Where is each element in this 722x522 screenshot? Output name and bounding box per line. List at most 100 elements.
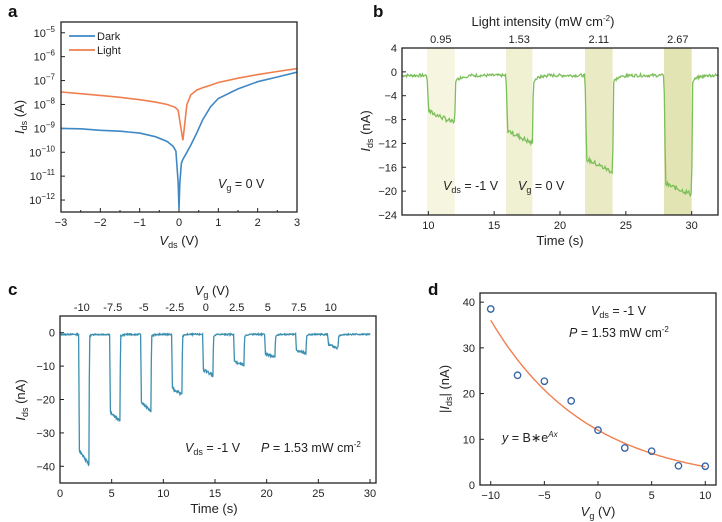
- data-point: [674, 461, 683, 470]
- x-tick-label: 3: [294, 217, 300, 229]
- x-tick-label: 10: [699, 490, 711, 502]
- legend-light-label: Light: [97, 45, 121, 57]
- panel-b-photoresponse-intensity: 0.95 1.53 2.11 2.67 10 15 20 25 30 4 0 −4 −8 −12 −16 −2…: [358, 14, 719, 248]
- panel-a-xlabel: Vds (V): [159, 233, 198, 250]
- panel-c-frame: [59, 315, 377, 484]
- y-tick-label: 40: [463, 297, 475, 309]
- series-light-line: [60, 67, 298, 141]
- y-tick-label: −16: [378, 162, 397, 174]
- y-tick-label: 10−9: [34, 120, 56, 135]
- vg-top-tick-label: 10: [325, 302, 337, 314]
- panel-d-annotation-vds: Vds = -1 V: [591, 304, 647, 320]
- x-tick-label: −1: [133, 217, 146, 229]
- data-point: [540, 377, 549, 386]
- x-tick-label: 5: [109, 488, 115, 500]
- intensity-label: 1.53: [508, 34, 529, 46]
- panel-label-a: a: [8, 2, 18, 21]
- photocurrent-trace: [59, 331, 371, 467]
- y-tick-label: 10−8: [34, 96, 56, 111]
- x-tick-label: 2: [255, 217, 261, 229]
- panel-a-ylabel: Ids (A): [12, 100, 29, 134]
- panel-a-frame: [60, 21, 298, 213]
- panel-c-photoresponse-gate: 0 5 10 15 20 25 30 0 −10 −20 −30 −40 -10 -7.5 -5 -2.5 0 2…: [13, 283, 377, 516]
- panel-d-annotation-power: P = 1.53 mW cm-2: [569, 325, 669, 340]
- vg-top-tick-label: 2.5: [229, 302, 244, 314]
- panel-d-fit-equation: y = B∗eAx: [501, 430, 559, 445]
- panel-b-frame: [401, 47, 719, 216]
- panel-label-c: c: [8, 280, 17, 299]
- panel-b-ylabel: Ids (nA): [358, 110, 375, 151]
- panel-d-frame: [479, 292, 717, 486]
- y-tick-label: −8: [384, 115, 397, 127]
- y-tick-label: 20: [463, 389, 475, 401]
- x-tick-label: 0: [57, 488, 63, 500]
- y-tick-label: −20: [36, 395, 55, 407]
- y-tick-label: −40: [36, 461, 55, 473]
- y-tick-label: 10−10: [29, 144, 55, 159]
- panel-c-ylabel: Ids (nA): [13, 379, 30, 420]
- y-tick-label: 0: [391, 67, 397, 79]
- y-tick-label: −4: [384, 91, 397, 103]
- y-tick-label: 10−7: [34, 73, 56, 88]
- vg-top-tick-label: 5: [265, 302, 271, 314]
- y-tick-label: −20: [378, 186, 397, 198]
- x-tick-label: 5: [649, 490, 655, 502]
- panel-c-xlabel: Time (s): [190, 501, 237, 516]
- y-tick-label: 10: [463, 434, 475, 446]
- x-tick-label: 20: [554, 220, 566, 232]
- intensity-label: 0.95: [430, 34, 451, 46]
- panel-a-legend: Dark Light: [69, 31, 121, 57]
- panel-c-top-label: Vg (V): [195, 283, 230, 300]
- y-tick-label: 4: [391, 43, 397, 55]
- panel-b-annotation-vg: Vg = 0 V: [518, 179, 565, 195]
- vg-top-tick-label: 7.5: [291, 302, 306, 314]
- x-tick-label: −3: [55, 217, 68, 229]
- data-point: [486, 305, 495, 313]
- y-tick-label: 10−5: [34, 25, 56, 40]
- data-point: [701, 462, 710, 471]
- series-dark-line: [60, 71, 298, 210]
- data-point: [620, 444, 629, 452]
- photocurrent-trace: [401, 71, 719, 198]
- panel-b-annotation-vds: Vds = -1 V: [443, 179, 499, 195]
- legend-dark-label: Dark: [97, 31, 121, 43]
- x-tick-label: 30: [364, 488, 376, 500]
- panel-c-annotation-power: P = 1.53 mW cm-2: [261, 440, 361, 455]
- x-tick-label: 20: [261, 488, 273, 500]
- x-tick-label: 15: [488, 220, 500, 232]
- data-point: [513, 371, 522, 380]
- exponential-fit-line: [490, 319, 706, 468]
- y-tick-label: 10−11: [30, 168, 56, 183]
- intensity-label: 2.67: [667, 34, 688, 46]
- intensity-label: 2.11: [589, 34, 610, 46]
- x-tick-label: 10: [157, 488, 169, 500]
- vg-top-tick-label: -7.5: [103, 302, 122, 314]
- panel-d-current-vs-gate: −10 −5 0 5 10 0 10 20 30 40 Vds = -1 V P = 1.53 m…: [437, 292, 717, 521]
- data-point: [567, 397, 576, 405]
- y-tick-label: 0: [49, 328, 55, 340]
- x-tick-label: 25: [312, 488, 324, 500]
- vg-top-tick-label: -10: [74, 302, 90, 314]
- y-tick-label: −30: [36, 428, 55, 440]
- illumination-band: [664, 48, 692, 215]
- panel-b-title: Light intensity (mW cm-2): [472, 14, 615, 29]
- y-tick-label: 10−6: [34, 49, 56, 64]
- y-tick-label: −12: [378, 138, 397, 150]
- panel-label-d: d: [428, 280, 438, 299]
- x-tick-label: 0: [595, 490, 601, 502]
- x-tick-label: −10: [481, 490, 500, 502]
- panel-c-annotation-vds: Vds = -1 V: [185, 441, 241, 457]
- panel-d-ylabel: |Ids| (nA): [437, 365, 454, 413]
- x-tick-label: 1: [215, 217, 221, 229]
- x-tick-label: −2: [94, 217, 107, 229]
- panel-b-xlabel: Time (s): [536, 233, 583, 248]
- y-tick-label: 30: [463, 343, 475, 355]
- x-tick-label: −5: [538, 490, 551, 502]
- x-tick-label: 10: [422, 220, 434, 232]
- panel-a-annotation: Vg = 0 V: [218, 177, 265, 193]
- illumination-band: [427, 48, 455, 215]
- x-tick-label: 0: [176, 217, 182, 229]
- y-tick-label: −24: [378, 210, 397, 222]
- x-tick-label: 15: [209, 488, 221, 500]
